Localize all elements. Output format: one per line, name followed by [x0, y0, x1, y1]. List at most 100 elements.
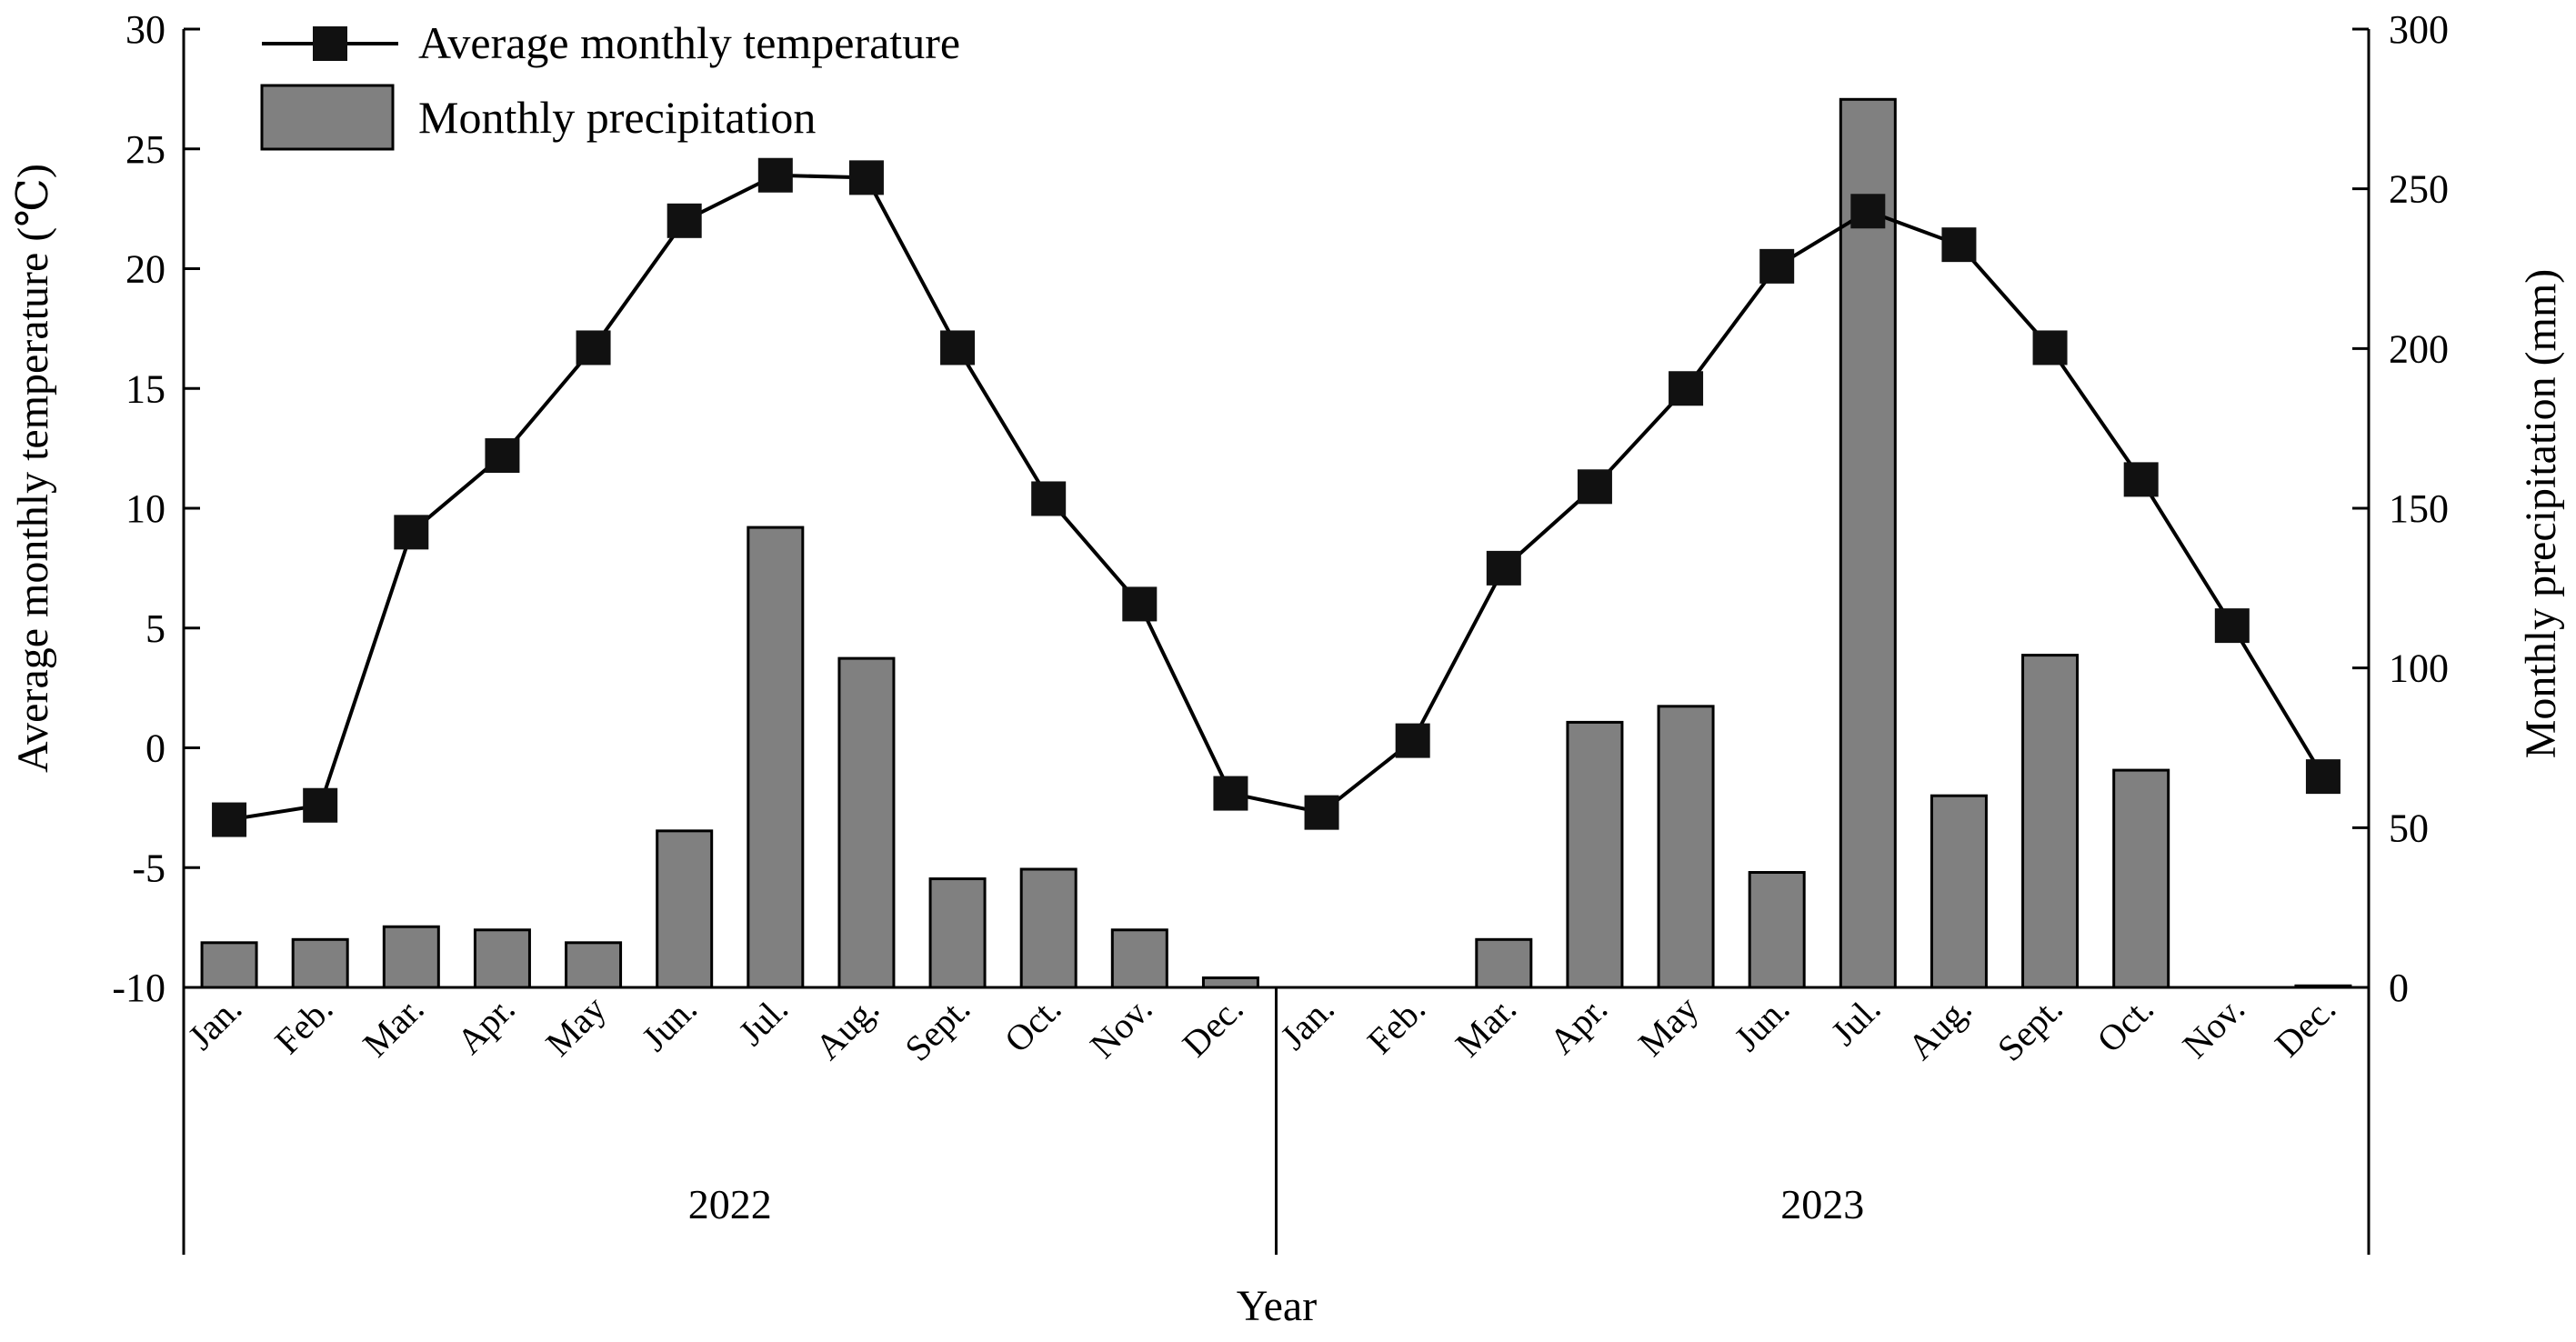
precipitation-bar-14: [1475, 937, 1533, 989]
precipitation-bar-8: [928, 877, 987, 989]
precipitation-bar-4: [565, 941, 623, 989]
y-axis-right-title: Monthly precipitation (mm): [2517, 269, 2565, 759]
year-label-2023: 2023: [1780, 1181, 1864, 1227]
month-label: Jun.: [1726, 988, 1797, 1059]
temperature-point-5: [667, 203, 702, 238]
legend-label-temperature: Average monthly temperature: [418, 17, 960, 68]
precipitation-bar-15: [1566, 720, 1624, 989]
precipitation-bar-5: [656, 829, 714, 989]
y-left-tick-label: 5: [145, 606, 165, 651]
y-right-tick-label: 0: [2389, 966, 2409, 1010]
temperature-line: [212, 157, 2340, 837]
temperature-point-6: [757, 157, 793, 193]
month-label: Mar.: [1448, 988, 1524, 1065]
month-label: Mar.: [355, 988, 431, 1065]
temperature-point-4: [576, 330, 611, 366]
temperature-point-22: [2214, 608, 2250, 644]
y-right-tick-label: 150: [2389, 486, 2449, 531]
month-label: Apr.: [1541, 988, 1615, 1062]
y-left-tick-label: -10: [112, 966, 165, 1010]
y-left-tick-label: 25: [125, 127, 165, 172]
month-label: Feb.: [1359, 988, 1433, 1062]
month-label: Jan.: [1272, 988, 1342, 1058]
legend-bar-symbol: [260, 84, 395, 151]
temperature-point-19: [1941, 227, 1977, 263]
y-left-tick-label: 10: [125, 486, 165, 531]
temperature-point-2: [394, 515, 429, 550]
legend-item-precipitation: Monthly precipitation: [260, 84, 816, 151]
temperature-point-23: [2305, 759, 2340, 795]
temperature-point-0: [212, 802, 247, 837]
month-label: Sept.: [897, 988, 977, 1069]
y-axis-left-title: Average monthly temperature (℃): [9, 164, 57, 773]
temperature-point-14: [1486, 550, 1521, 586]
temperature-point-12: [1304, 795, 1339, 830]
temperature-point-15: [1577, 469, 1612, 505]
y-right-tick-label: 300: [2389, 7, 2449, 52]
month-label: Feb.: [266, 988, 340, 1062]
temperature-point-7: [848, 160, 884, 195]
precipitation-bar-18: [1839, 97, 1897, 989]
y-left-tick-label: 30: [125, 7, 165, 52]
precipitation-bar-9: [1019, 867, 1078, 989]
precipitation-bar-11: [1201, 976, 1259, 989]
precipitation-bar-10: [1110, 928, 1168, 989]
month-label: Oct.: [997, 988, 1069, 1061]
temperature-point-9: [1031, 481, 1067, 516]
month-label: Oct.: [2089, 988, 2161, 1061]
axes: [182, 29, 2371, 1255]
month-label: Nov.: [1082, 988, 1160, 1067]
temperature-point-10: [1122, 586, 1158, 622]
y-right-tick-label: 250: [2389, 167, 2449, 212]
precipitation-bar-21: [2112, 768, 2170, 989]
month-label: Jun.: [634, 988, 705, 1059]
year-label-2022: 2022: [688, 1181, 772, 1227]
temperature-point-17: [1759, 248, 1795, 284]
precipitation-bar-19: [1929, 794, 1988, 989]
precipitation-bar-1: [291, 937, 349, 989]
month-label: Jul.: [730, 988, 796, 1054]
legend-square-marker: [313, 26, 347, 61]
precipitation-bar-16: [1657, 705, 1715, 989]
month-label: May: [537, 988, 614, 1065]
x-categories: Jan. Feb. Mar. Apr. May Jun. Jul. Aug. Sept. Oct.…: [180, 988, 2343, 1227]
month-label: Jan.: [180, 988, 250, 1058]
temperature-point-3: [485, 438, 520, 474]
month-label: Jul.: [1823, 988, 1889, 1054]
legend-label-precipitation: Monthly precipitation: [418, 92, 816, 143]
month-label: Dec.: [2267, 988, 2343, 1065]
y-right-tick-label: 50: [2389, 806, 2429, 850]
y-left-tick-label: 15: [125, 366, 165, 411]
legend: Average monthly temperature Monthly prec…: [260, 17, 960, 151]
y-right-tick-label: 100: [2389, 646, 2449, 691]
y-left-tick-label: 20: [125, 247, 165, 292]
temperature-polyline: [228, 173, 2325, 822]
x-axis-title: Year: [1237, 1282, 1317, 1330]
month-label: Dec.: [1174, 988, 1250, 1065]
month-label: Sept.: [1990, 988, 2070, 1069]
precipitation-bar-2: [382, 925, 440, 989]
temperature-point-8: [940, 330, 976, 366]
y-left-tick-label: -5: [132, 846, 165, 890]
precipitation-bar-0: [200, 941, 258, 989]
precipitation-bar-17: [1748, 871, 1806, 989]
y-right-tick-label: 200: [2389, 326, 2449, 371]
temperature-point-18: [1850, 194, 1886, 229]
precipitation-bars: [200, 97, 2352, 989]
month-label: Apr.: [448, 988, 522, 1062]
month-label: Nov.: [2174, 988, 2252, 1067]
precipitation-bar-7: [837, 656, 896, 989]
temperature-point-16: [1669, 371, 1704, 406]
precipitation-bar-6: [747, 526, 805, 989]
temperature-point-21: [2123, 462, 2159, 497]
temperature-point-1: [303, 787, 338, 823]
temperature-point-20: [2032, 330, 2068, 366]
month-label: Aug.: [807, 988, 887, 1068]
temperature-point-11: [1213, 776, 1248, 811]
precipitation-bar-3: [473, 928, 531, 989]
legend-item-temperature: Average monthly temperature: [262, 17, 960, 68]
y-left-tick-label: 0: [145, 726, 165, 771]
month-label: May: [1630, 988, 1707, 1065]
